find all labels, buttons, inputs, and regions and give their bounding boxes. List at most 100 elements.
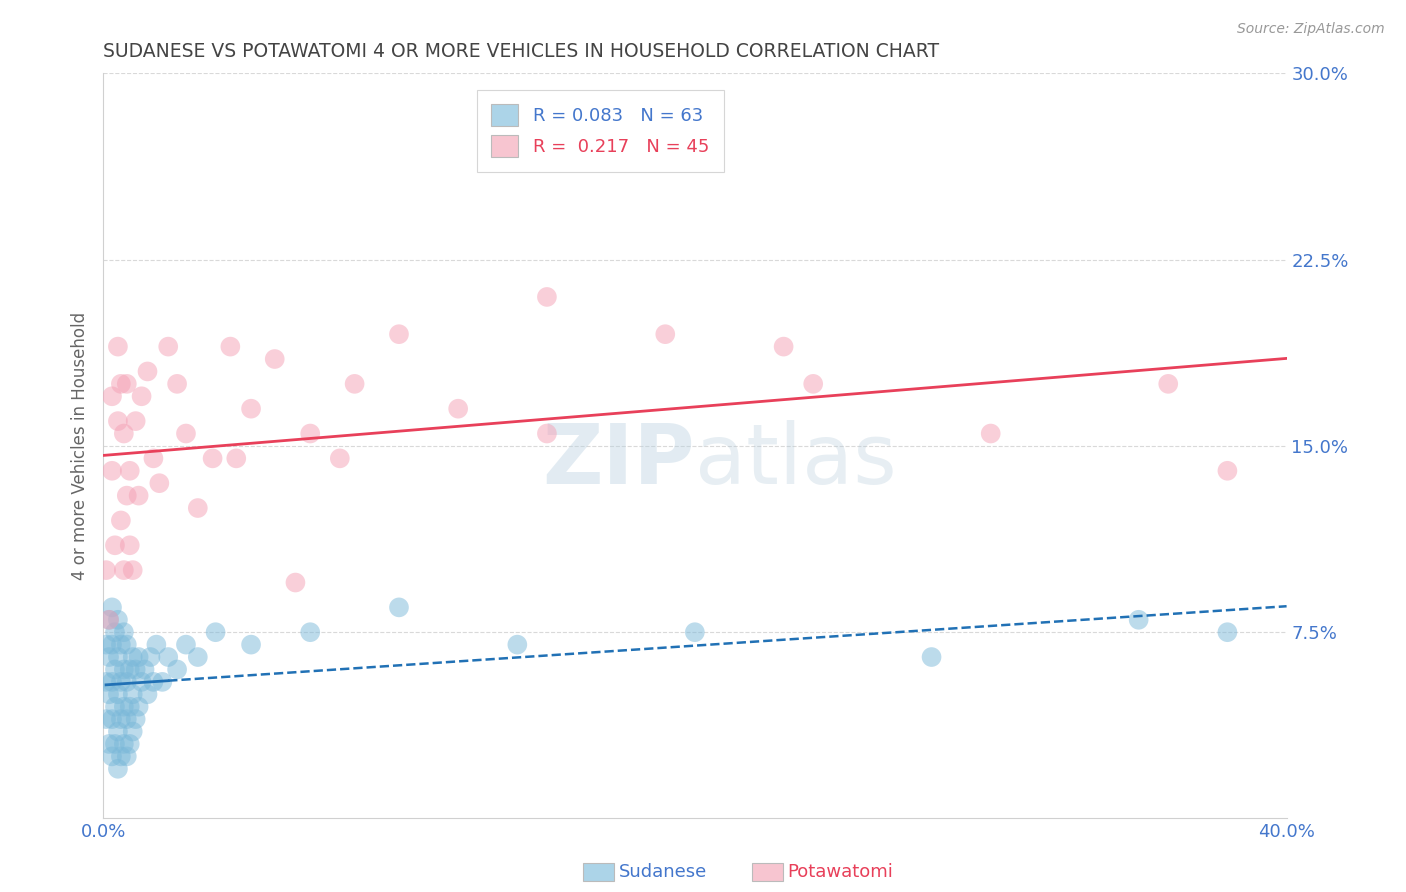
Point (299, 625, 322, 640)
Legend: R = 0.083   N = 63, R =  0.217   N = 45: R = 0.083 N = 63, R = 0.217 N = 45 (477, 90, 724, 172)
Point (104, 538, 127, 552)
Point (110, 376, 132, 391)
Point (145, 638, 167, 652)
Point (101, 464, 124, 478)
Point (134, 663, 156, 677)
Point (284, 575, 307, 590)
Point (101, 712, 124, 726)
Point (142, 674, 165, 689)
Point (115, 712, 138, 726)
Point (98, 737, 121, 751)
Point (98, 687, 121, 701)
Point (128, 699, 150, 714)
Point (101, 638, 124, 652)
Point (157, 650, 180, 665)
Point (225, 451, 247, 466)
Point (110, 712, 132, 726)
Point (107, 650, 129, 665)
Point (157, 340, 180, 354)
Point (112, 625, 135, 640)
Point (240, 638, 263, 652)
Point (136, 364, 159, 378)
Point (131, 389, 153, 403)
Point (240, 401, 263, 416)
Point (124, 712, 146, 726)
Point (174, 426, 197, 441)
Point (121, 724, 143, 739)
Point (112, 563, 135, 577)
Text: atlas: atlas (695, 420, 897, 501)
Point (112, 699, 135, 714)
Point (121, 687, 143, 701)
Point (107, 613, 129, 627)
Point (107, 762, 129, 776)
Point (187, 501, 209, 516)
Point (1157, 376, 1180, 391)
Point (104, 699, 127, 714)
Text: SUDANESE VS POTAWATOMI 4 OR MORE VEHICLES IN HOUSEHOLD CORRELATION CHART: SUDANESE VS POTAWATOMI 4 OR MORE VEHICLE… (103, 42, 939, 61)
Point (536, 426, 558, 441)
Point (98, 613, 121, 627)
Point (174, 638, 197, 652)
Point (1216, 625, 1239, 640)
Point (115, 638, 138, 652)
Point (104, 625, 127, 640)
Text: Source: ZipAtlas.com: Source: ZipAtlas.com (1237, 22, 1385, 37)
Point (121, 563, 143, 577)
Point (128, 489, 150, 503)
Point (98, 650, 121, 665)
Point (124, 414, 146, 428)
Point (118, 663, 141, 677)
Point (104, 737, 127, 751)
Point (112, 426, 135, 441)
Point (110, 638, 132, 652)
Text: ZIP: ZIP (543, 420, 695, 501)
Point (94, 563, 117, 577)
Point (94, 674, 117, 689)
Point (107, 724, 129, 739)
Point (139, 650, 162, 665)
Y-axis label: 4 or more Vehicles in Household: 4 or more Vehicles in Household (72, 312, 89, 580)
Point (506, 638, 529, 652)
Point (98, 613, 121, 627)
Point (148, 476, 170, 491)
Point (1216, 464, 1239, 478)
Point (115, 674, 138, 689)
Point (388, 600, 411, 615)
Point (150, 674, 173, 689)
Point (121, 650, 143, 665)
Point (343, 376, 366, 391)
Point (110, 513, 132, 527)
Point (94, 638, 117, 652)
Point (801, 376, 824, 391)
Point (115, 749, 138, 764)
Point (107, 340, 129, 354)
Point (187, 650, 209, 665)
Point (107, 414, 129, 428)
Point (118, 538, 141, 552)
Point (166, 376, 188, 391)
Point (131, 674, 153, 689)
Point (101, 389, 124, 403)
Point (104, 663, 127, 677)
Point (201, 451, 224, 466)
Point (101, 600, 124, 615)
Point (683, 625, 706, 640)
Point (299, 426, 322, 441)
Point (1128, 613, 1150, 627)
Point (115, 489, 138, 503)
Point (107, 687, 129, 701)
Text: Sudanese: Sudanese (619, 863, 707, 881)
Point (654, 327, 676, 342)
Point (219, 340, 242, 354)
Point (921, 650, 943, 665)
Point (118, 737, 141, 751)
Point (447, 401, 470, 416)
Point (124, 663, 146, 677)
Point (118, 464, 141, 478)
Point (980, 426, 1002, 441)
Point (101, 749, 124, 764)
Point (115, 376, 138, 391)
Text: Potawatomi: Potawatomi (787, 863, 893, 881)
Point (142, 451, 165, 466)
